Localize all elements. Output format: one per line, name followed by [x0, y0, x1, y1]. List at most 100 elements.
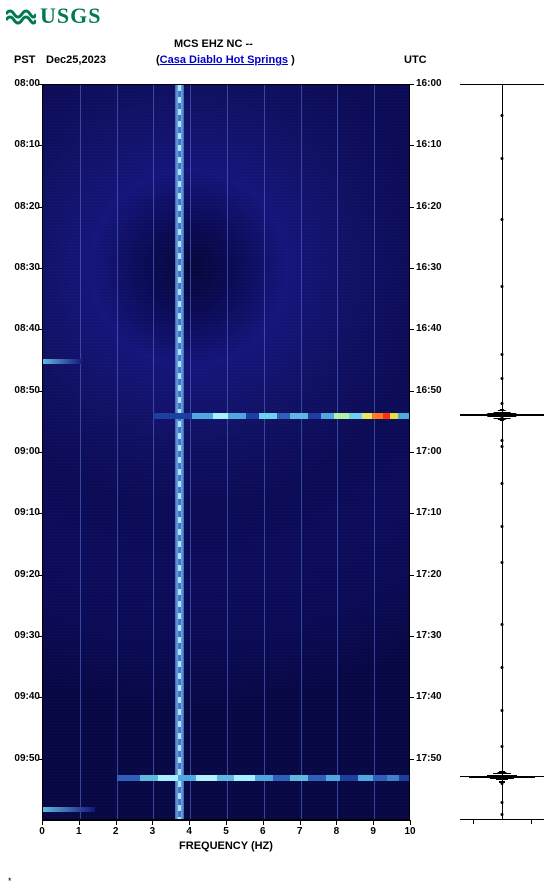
spectral-blip-0 [43, 359, 83, 364]
spectral-blip-1 [43, 807, 95, 812]
waveform-dot [501, 525, 504, 528]
spectrogram-plot [42, 84, 410, 820]
ytick-right: 16:30 [416, 262, 456, 273]
spectral-cell [117, 775, 141, 781]
spectral-cell [234, 775, 255, 781]
ytick-mark-left [38, 575, 42, 576]
ytick-left: 09:00 [0, 446, 40, 457]
spectral-cell [213, 413, 228, 419]
corner-mark: * [8, 876, 12, 886]
waveform-dot [501, 402, 504, 405]
ytick-mark-left [38, 759, 42, 760]
spectral-cell [273, 775, 291, 781]
ytick-mark-right [410, 759, 414, 760]
timezone-left-label: PST [14, 54, 35, 66]
ytick-mark-right [410, 391, 414, 392]
waveform-spike [500, 420, 504, 421]
station-link[interactable]: Casa Diablo Hot Springs [160, 54, 288, 66]
spectral-cell [277, 413, 290, 419]
waveform-dot [501, 114, 504, 117]
ytick-left: 09:30 [0, 630, 40, 641]
spectral-cell [290, 775, 308, 781]
plot-date: Dec25,2023 [46, 54, 106, 66]
xtick-label: 4 [179, 826, 199, 837]
spectrogram-page: { "logo": { "text": "USGS", "color": "#0… [0, 0, 552, 892]
spectral-cell [255, 775, 273, 781]
waveform-spike-center [500, 413, 505, 418]
ytick-right: 16:40 [416, 323, 456, 334]
ytick-mark-left [38, 268, 42, 269]
waveform-dot [501, 801, 504, 804]
ytick-right: 16:50 [416, 385, 456, 396]
ytick-mark-right [410, 329, 414, 330]
plot-title-line1: MCS EHZ NC -- [174, 38, 253, 50]
x-axis-label: FREQUENCY (HZ) [42, 840, 410, 852]
ytick-left: 09:40 [0, 691, 40, 702]
ytick-mark-left [38, 329, 42, 330]
usgs-wave-icon [6, 6, 36, 26]
spectral-cell [387, 775, 399, 781]
usgs-logo-text: USGS [40, 3, 101, 29]
ytick-left: 08:40 [0, 323, 40, 334]
ytick-mark-left [38, 513, 42, 514]
waveform-spike-center [500, 775, 505, 780]
ytick-left: 09:50 [0, 753, 40, 764]
spectral-cell [178, 775, 196, 781]
xtick-label: 7 [290, 826, 310, 837]
gridline [374, 85, 375, 819]
waveform-dot [501, 439, 504, 442]
ytick-left: 08:50 [0, 385, 40, 396]
waveform-xtick [473, 820, 474, 824]
xtick-label: 10 [400, 826, 420, 837]
ytick-mark-right [410, 513, 414, 514]
spectral-cell [334, 413, 349, 419]
ytick-mark-right [410, 636, 414, 637]
spectral-cell [196, 775, 217, 781]
xtick-label: 2 [106, 826, 126, 837]
waveform-dot [501, 813, 504, 816]
timezone-right-label: UTC [404, 54, 427, 66]
spectral-cell [321, 413, 334, 419]
spectral-cell [140, 775, 158, 781]
gridline [117, 85, 118, 819]
xtick-label: 5 [216, 826, 236, 837]
ytick-mark-left [38, 145, 42, 146]
spectral-cell [326, 775, 341, 781]
waveform-dot [501, 666, 504, 669]
ytick-right: 17:30 [416, 630, 456, 641]
spectral-cell [192, 413, 213, 419]
ytick-right: 16:10 [416, 139, 456, 150]
ytick-left: 08:20 [0, 201, 40, 212]
ytick-mark-right [410, 84, 414, 85]
ytick-mark-right [410, 145, 414, 146]
waveform-dot [501, 561, 504, 564]
xtick-label: 6 [253, 826, 273, 837]
waveform-dot [501, 218, 504, 221]
ytick-right: 17:40 [416, 691, 456, 702]
waveform-spike [499, 782, 505, 783]
ytick-left: 09:10 [0, 507, 40, 518]
spectrogram-grid [43, 85, 409, 819]
ytick-right: 16:20 [416, 201, 456, 212]
waveform-panel [460, 84, 544, 820]
ytick-mark-left [38, 391, 42, 392]
ytick-right: 17:10 [416, 507, 456, 518]
waveform-dot [501, 482, 504, 485]
ytick-left: 08:10 [0, 139, 40, 150]
spectral-cell [228, 413, 246, 419]
spectral-cell [358, 775, 373, 781]
waveform-dot [501, 623, 504, 626]
spectral-cell [153, 413, 192, 419]
ytick-mark-right [410, 452, 414, 453]
gridline [227, 85, 228, 819]
spectral-cell [398, 413, 410, 419]
waveform-xtick [531, 820, 532, 824]
spectral-cell [373, 775, 388, 781]
ytick-right: 17:50 [416, 753, 456, 764]
waveform-dot [501, 745, 504, 748]
ytick-left: 08:30 [0, 262, 40, 273]
gridline [153, 85, 154, 819]
ytick-mark-right [410, 697, 414, 698]
spectral-event-event2 [117, 775, 410, 781]
spectral-cell [390, 413, 398, 419]
